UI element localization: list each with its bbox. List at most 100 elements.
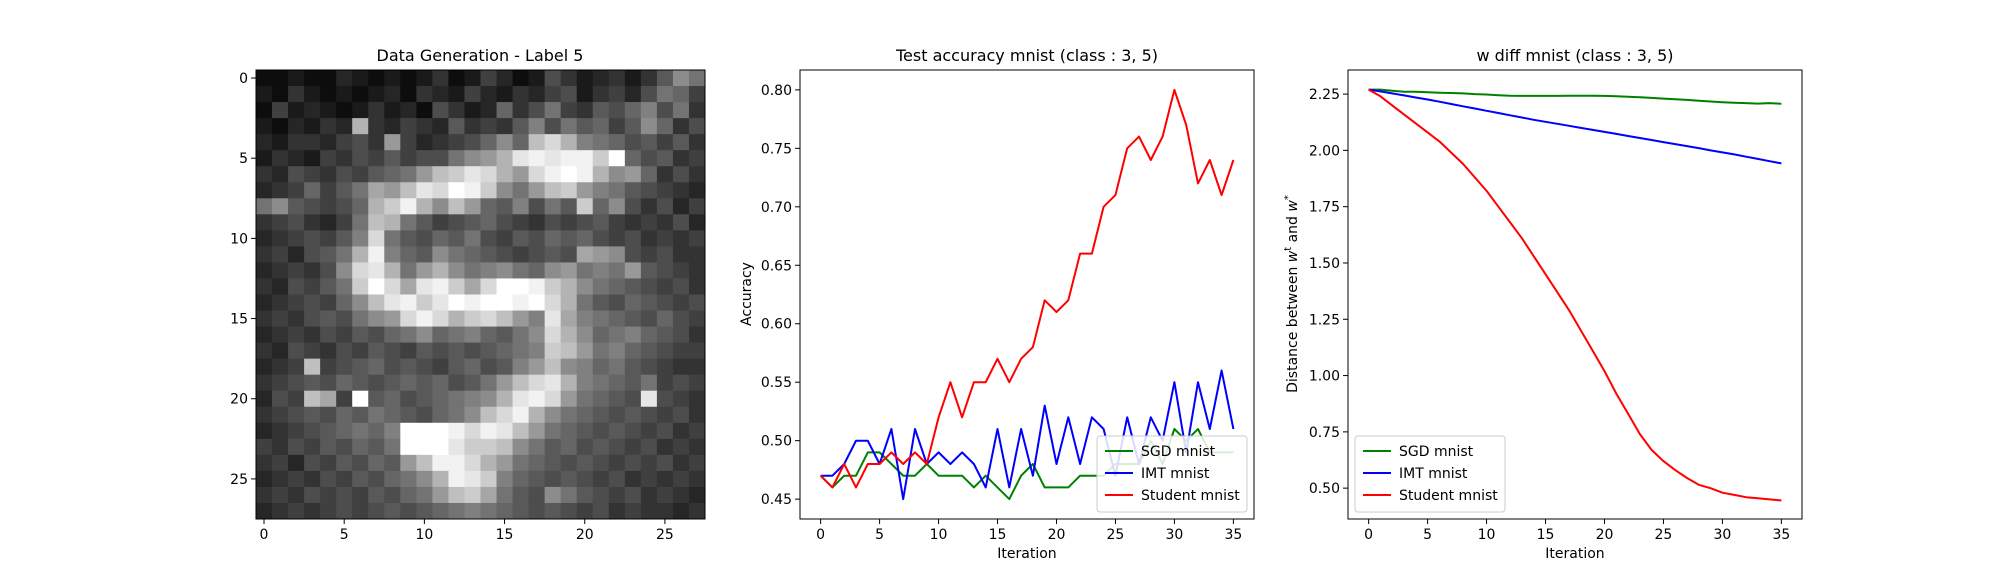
pixel-cell xyxy=(608,486,626,504)
pixel-cell xyxy=(384,358,401,376)
pixel-cell xyxy=(544,502,562,520)
pixel-cell xyxy=(656,390,674,408)
pixel-cell xyxy=(336,502,353,520)
pixel-cell xyxy=(544,406,562,424)
pixel-cell xyxy=(272,198,289,215)
pixel-cell xyxy=(368,502,385,520)
pixel-cell xyxy=(688,70,706,87)
pixel-cell xyxy=(480,198,498,215)
pixel-cell xyxy=(528,150,546,167)
pixel-cell xyxy=(448,422,465,440)
x-ticks: 0 5 10 15 20 25 xyxy=(260,519,674,543)
pixel-cell xyxy=(432,326,449,344)
pixel-cell xyxy=(384,342,401,360)
pixel-cell xyxy=(352,118,369,135)
pixel-cell xyxy=(512,230,530,247)
pixel-cell xyxy=(320,310,337,328)
pixel-cell xyxy=(384,486,401,504)
pixel-cell xyxy=(560,342,578,360)
pixel-cell xyxy=(384,502,401,520)
pixel-cell xyxy=(448,246,465,263)
pixel-cell xyxy=(608,358,626,376)
pixel-cell xyxy=(288,406,305,424)
pixel-cell xyxy=(528,70,546,87)
pixel-cell xyxy=(464,118,481,135)
pixel-cell xyxy=(448,342,465,360)
pixel-cell xyxy=(288,118,305,135)
y-tick-label: 5 xyxy=(239,151,248,167)
pixel-cell xyxy=(512,118,530,135)
pixel-cell xyxy=(256,278,273,295)
pixel-cell xyxy=(384,326,401,344)
pixel-cell xyxy=(496,294,514,312)
pixel-cell xyxy=(656,502,674,520)
pixel-cell xyxy=(496,470,514,488)
pixel-cell xyxy=(480,310,498,328)
pixel-cell xyxy=(608,390,626,408)
pixel-cell xyxy=(624,198,642,215)
pixel-cell xyxy=(336,230,353,247)
pixel-cell xyxy=(304,230,321,247)
pixel-cell xyxy=(512,198,530,215)
pixel-cell xyxy=(464,454,481,472)
pixel-cell xyxy=(416,486,433,504)
pixel-cell xyxy=(384,374,401,392)
pixel-cell xyxy=(320,326,337,344)
pixel-cell xyxy=(336,390,353,408)
pixel-cell xyxy=(656,118,674,135)
pixel-cell xyxy=(576,422,594,440)
pixel-cell xyxy=(576,310,594,328)
pixel-cell xyxy=(560,310,578,328)
x-tick-label: 25 xyxy=(656,527,674,543)
pixel-cell xyxy=(672,118,690,135)
pixel-cell xyxy=(256,182,273,199)
pixel-cell xyxy=(480,390,498,408)
pixel-cell xyxy=(400,438,417,456)
pixel-cell xyxy=(336,118,353,135)
pixel-cell xyxy=(496,182,514,199)
pixel-cell xyxy=(464,406,481,424)
pixel-cell xyxy=(288,102,305,119)
pixel-cell xyxy=(320,486,337,504)
pixel-cell xyxy=(336,278,353,295)
pixel-cell xyxy=(384,198,401,215)
pixel-cell xyxy=(384,102,401,119)
pixel-cell xyxy=(576,486,594,504)
pixel-cell xyxy=(448,438,465,456)
pixel-cell xyxy=(400,278,417,295)
pixel-cell xyxy=(352,262,369,279)
pixel-cell xyxy=(608,102,626,119)
pixel-cell xyxy=(688,118,706,135)
pixel-cell xyxy=(672,342,690,360)
y-tick-label: 0.60 xyxy=(761,317,792,333)
pixel-cell xyxy=(544,342,562,360)
pixel-cell xyxy=(432,262,449,279)
pixel-cell xyxy=(384,150,401,167)
pixel-cell xyxy=(272,294,289,312)
pixel-cell xyxy=(608,166,626,183)
pixel-cell xyxy=(432,150,449,167)
pixel-cell xyxy=(352,358,369,376)
pixel-cell xyxy=(384,406,401,424)
pixel-cell xyxy=(256,70,273,87)
pixel-cell xyxy=(624,358,642,376)
pixel-cell xyxy=(560,86,578,103)
pixel-cell xyxy=(352,102,369,119)
pixel-cell xyxy=(496,102,514,119)
pixel-cell xyxy=(528,118,546,135)
pixel-cell xyxy=(496,230,514,247)
pixel-cell xyxy=(304,150,321,167)
y-tick-label: 0 xyxy=(239,71,248,87)
pixel-cell xyxy=(560,438,578,456)
pixel-cell xyxy=(432,86,449,103)
series-line xyxy=(820,369,1235,501)
pixel-cell xyxy=(464,134,481,151)
pixel-cell xyxy=(416,166,433,183)
pixel-cell xyxy=(496,166,514,183)
pixel-cell xyxy=(512,86,530,103)
pixel-cell xyxy=(672,406,690,424)
pixel-cell xyxy=(352,150,369,167)
pixel-cell xyxy=(272,454,289,472)
pixel-cell xyxy=(400,422,417,440)
pixel-cell xyxy=(672,166,690,183)
